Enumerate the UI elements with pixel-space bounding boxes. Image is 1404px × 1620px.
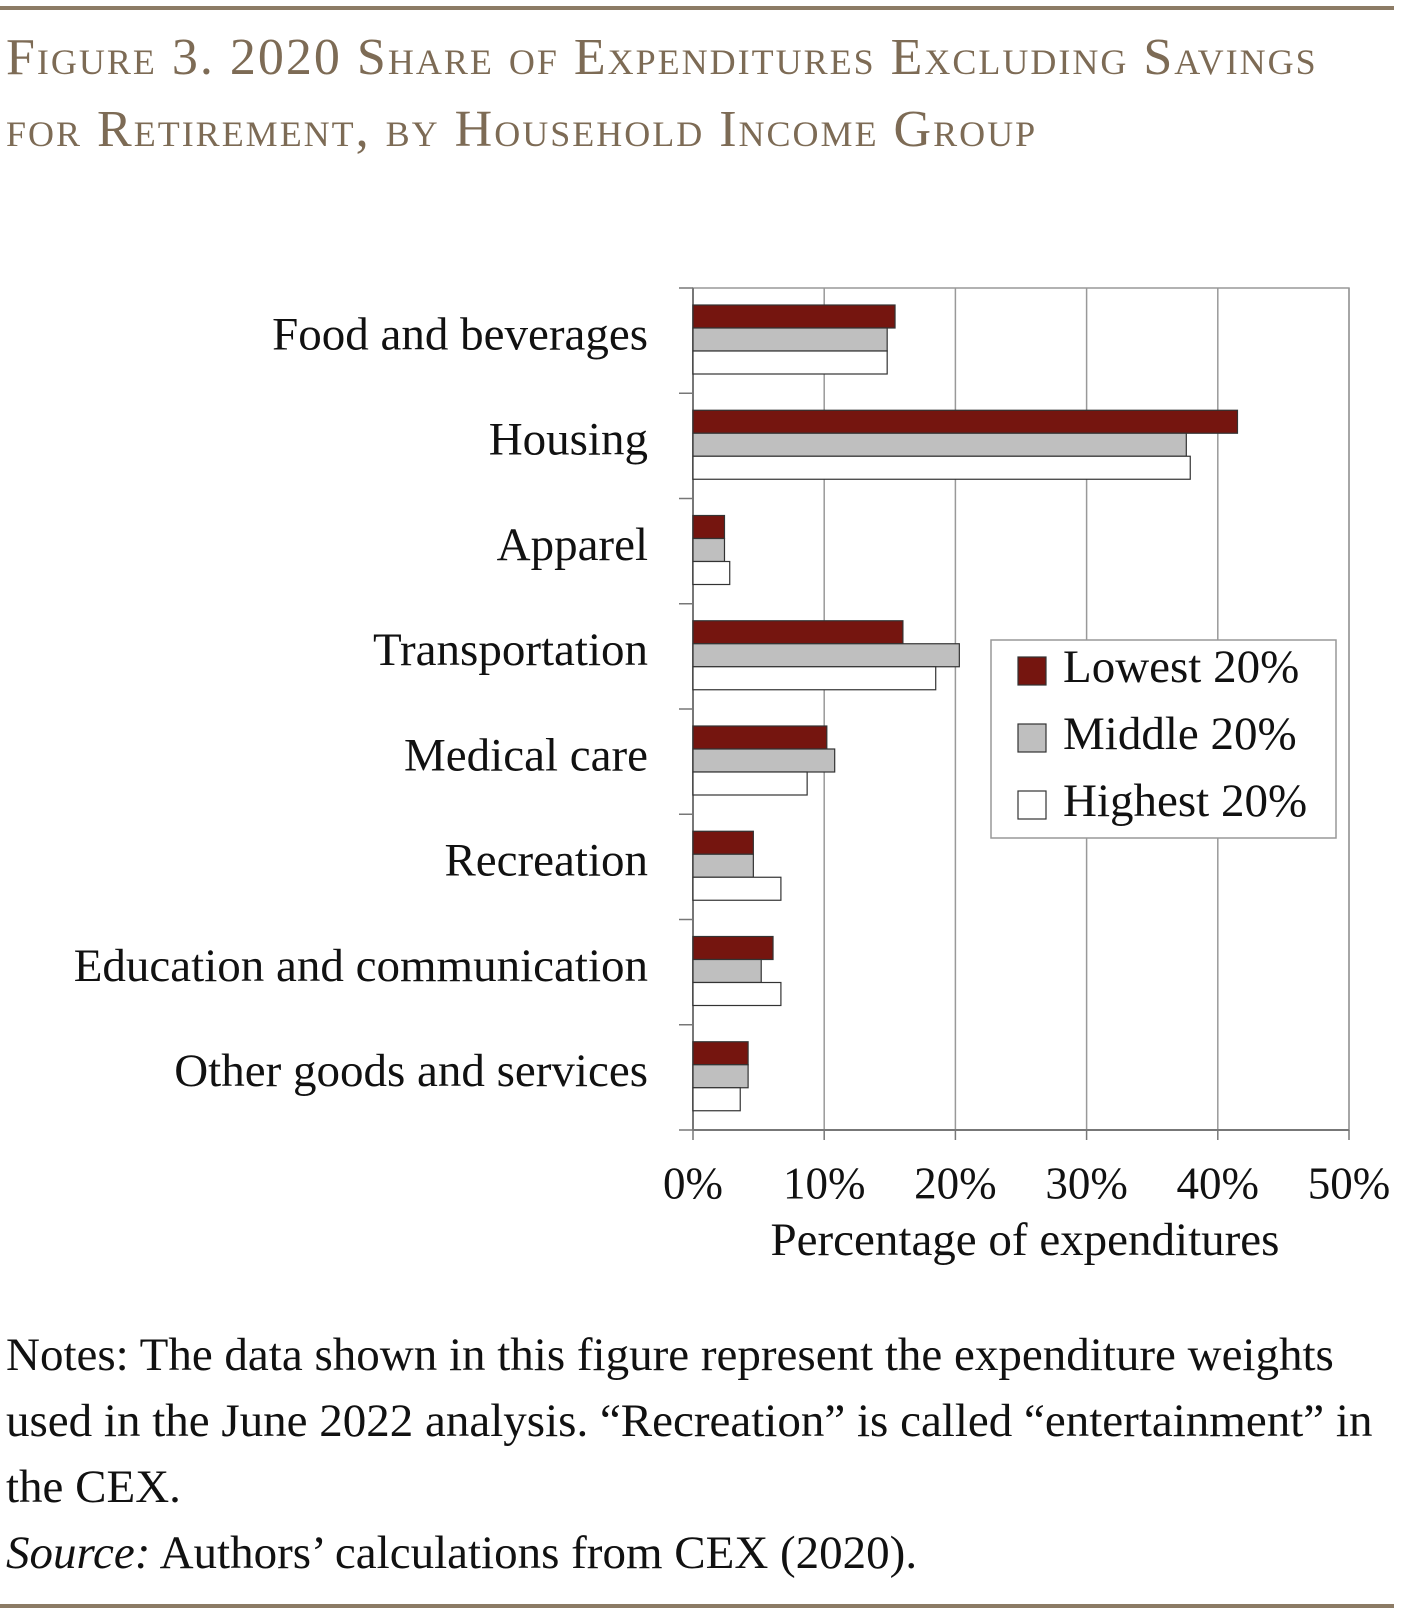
y-tick-label: Recreation [444, 835, 648, 887]
bar [692, 1087, 741, 1112]
bar [692, 981, 782, 1007]
x-tick-label: 50% [1308, 1158, 1391, 1208]
bar [692, 537, 726, 563]
bar [692, 830, 754, 855]
legend-swatch [1017, 656, 1047, 686]
bar [692, 514, 726, 540]
y-tick-label: Other goods and services [174, 1045, 648, 1097]
top-rule [0, 6, 1394, 10]
y-tick-label: Education and communication [74, 940, 648, 992]
x-tick-label: 30% [1045, 1158, 1128, 1208]
source-text: Authors’ calculations from CEX (2020). [150, 1527, 918, 1579]
bar [692, 327, 888, 352]
source-label: Source: [6, 1527, 151, 1579]
bar [692, 725, 828, 750]
bar [692, 1064, 749, 1089]
bar [692, 560, 731, 586]
x-tick-label: 10% [783, 1158, 866, 1208]
legend-label: Lowest 20% [1063, 641, 1299, 693]
bar [692, 350, 888, 375]
y-tick-label: Transportation [373, 624, 648, 676]
bar [692, 935, 774, 961]
bar [692, 853, 754, 878]
x-tick-label: 0% [663, 1158, 723, 1208]
chart: 0% 10% 20% 30% 40% 50% Food and beverages Housi… [74, 287, 1391, 1266]
bar [692, 771, 808, 796]
x-axis-label: Percentage of expenditures [771, 1214, 1280, 1266]
y-tick-label: Housing [489, 414, 648, 466]
bar [692, 1041, 749, 1066]
legend-box [990, 639, 1337, 839]
bar [692, 666, 937, 691]
bar [692, 643, 960, 668]
bar [692, 876, 782, 901]
legend-swatch [1017, 723, 1047, 753]
notes: Notes: The data shown in this figure rep… [6, 1322, 1386, 1586]
y-tick-label: Medical care [404, 729, 648, 781]
bar [692, 620, 904, 645]
x-tick-label: 20% [914, 1158, 997, 1208]
y-tick-label: Food and beverages [272, 308, 648, 360]
source: Source: Authors’ calculations from CEX (… [6, 1520, 1386, 1586]
legend-label: Highest 20% [1063, 775, 1307, 827]
chart-title: Figure 3. 2020 Share of Expenditures Exc… [6, 29, 1318, 158]
legend-swatch [1017, 790, 1047, 820]
bar [692, 304, 896, 329]
legend-label: Middle 20% [1063, 708, 1297, 760]
y-tick-label: Apparel [497, 519, 648, 571]
bar [692, 455, 1191, 480]
notes-text: Notes: The data shown in this figure rep… [6, 1329, 1373, 1513]
bar [692, 748, 836, 773]
x-tick-label: 40% [1177, 1158, 1260, 1208]
bar [692, 409, 1239, 434]
bottom-rule [0, 1604, 1394, 1608]
bar [692, 958, 762, 984]
bar [692, 432, 1187, 457]
